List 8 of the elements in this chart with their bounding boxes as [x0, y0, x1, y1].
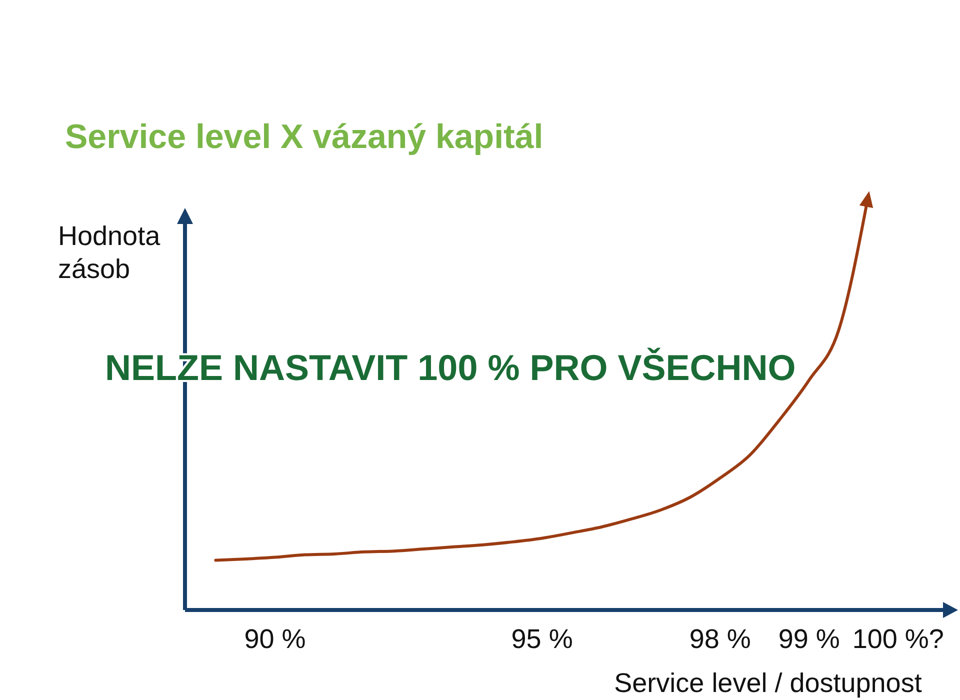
x-tick-label: 98 %	[689, 624, 751, 654]
x-tick-label: 99 %	[778, 624, 840, 654]
x-tick-label: 95 %	[511, 624, 573, 654]
x-axis-title: Service level / dostupnost	[614, 668, 922, 698]
x-tick-label: 90 %	[244, 624, 306, 654]
chart-title: Service level X vázaný kapitál	[65, 118, 544, 156]
x-tick-label: 100 %?	[852, 624, 944, 654]
y-axis-title: Hodnota zásob	[58, 221, 162, 284]
